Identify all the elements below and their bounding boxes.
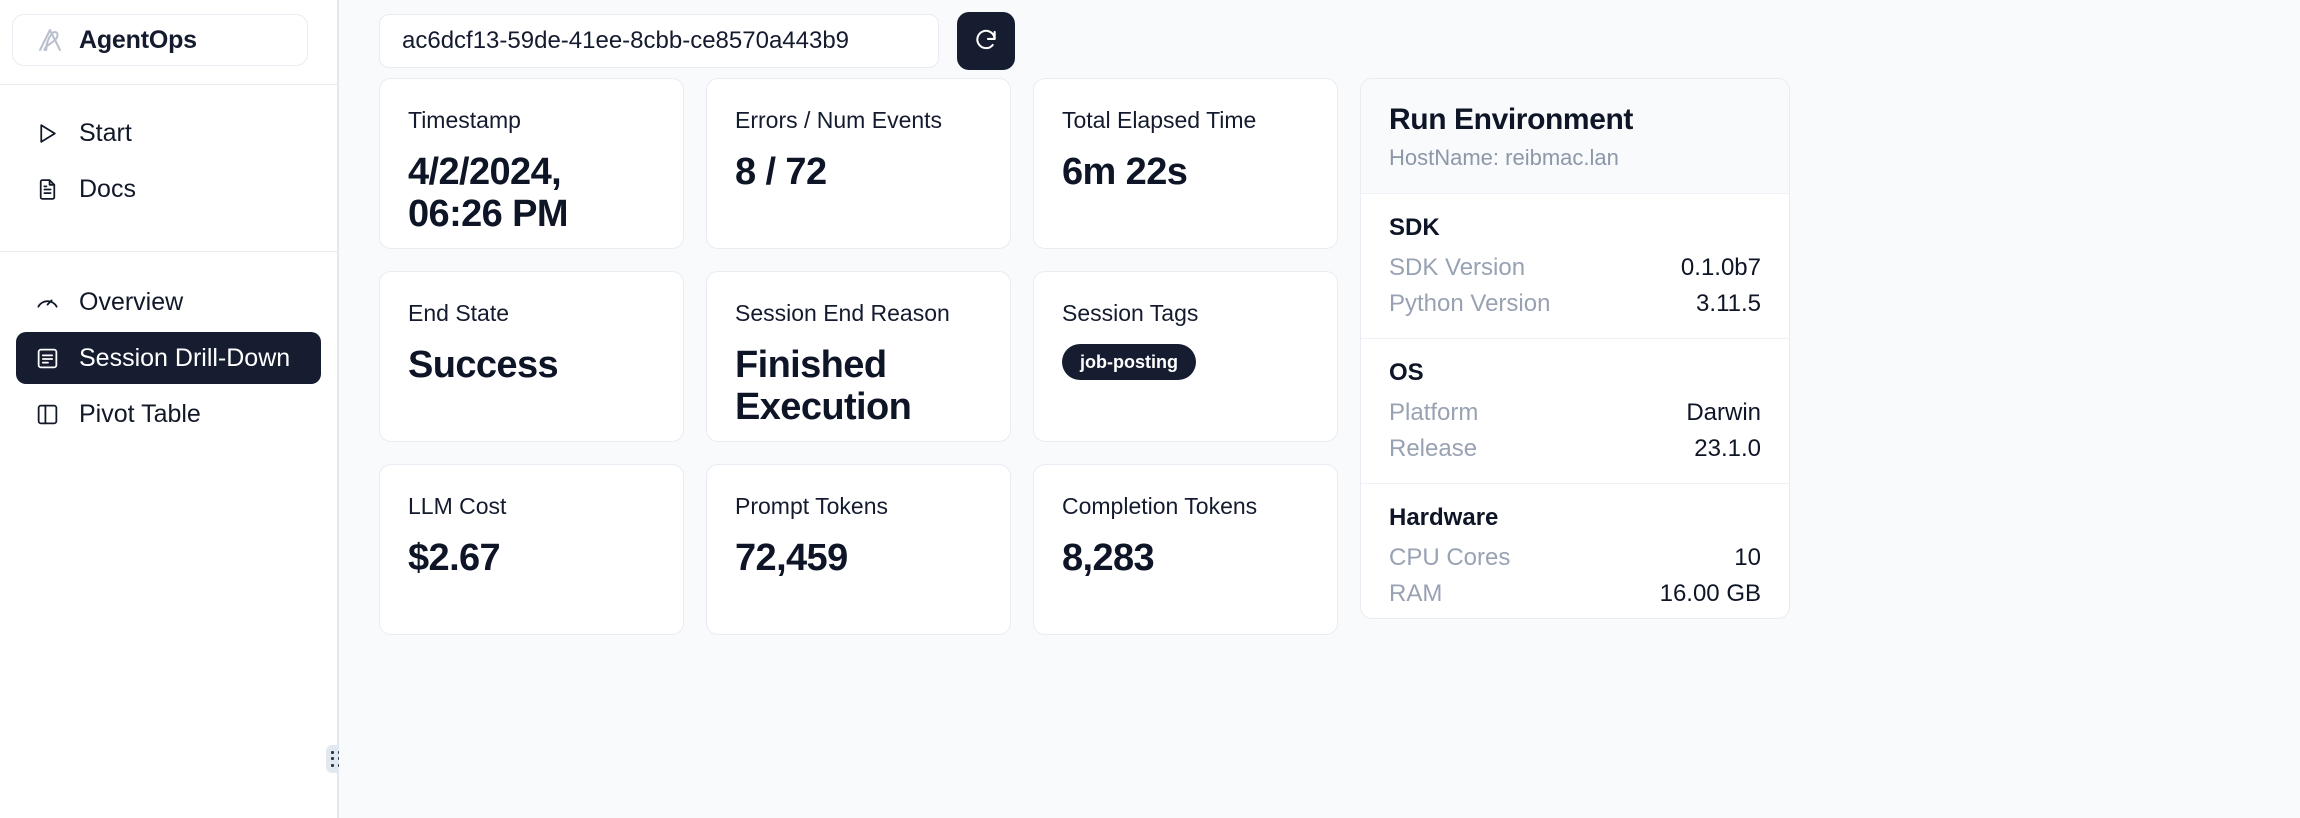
card-label: End State xyxy=(408,300,510,326)
sidebar-item-label: Overview xyxy=(79,287,184,316)
card-value: 4/2/2024, 06:26 PM xyxy=(408,150,569,236)
env-section-title: Hardware xyxy=(1389,504,1499,531)
sidebar-item-label: Pivot Table xyxy=(79,399,201,428)
env-section-os: OS Platform Darwin Release 23.1.0 xyxy=(1361,338,1789,473)
card-label: Session End Reason xyxy=(735,300,950,326)
sidebar-item-label: Start xyxy=(79,118,132,147)
card-completion-tokens: Completion Tokens 8,283 xyxy=(1033,464,1338,635)
card-label: LLM Cost xyxy=(408,493,507,519)
card-label: Timestamp xyxy=(408,107,521,133)
env-row-ram: RAM 16.00 GB xyxy=(1389,576,1761,612)
metrics-card-grid: Timestamp 4/2/2024, 06:26 PM Errors / Nu… xyxy=(379,78,1338,635)
brand-button[interactable]: AgentOps xyxy=(12,14,308,66)
env-key: SDK Version xyxy=(1389,254,1526,281)
main-content: Timestamp 4/2/2024, 06:26 PM Errors / Nu… xyxy=(339,0,2300,818)
sidebar-nav-primary: Start Docs xyxy=(0,85,337,233)
sidebar-nav-secondary: Overview Session Drill-Down xyxy=(0,252,337,458)
env-key: CPU Cores xyxy=(1389,544,1511,571)
card-value: $2.67 xyxy=(408,536,501,579)
card-errors-num-events: Errors / Num Events 8 / 72 xyxy=(706,78,1011,249)
card-label: Errors / Num Events xyxy=(735,107,943,133)
env-row-release: Release 23.1.0 xyxy=(1389,431,1761,467)
env-value: 16.00 GB xyxy=(1659,580,1761,607)
run-environment-header: Run Environment HostName: reibmac.lan xyxy=(1361,79,1789,194)
sidebar-divider-mid xyxy=(0,251,337,252)
gauge-icon xyxy=(34,289,61,316)
columns-layout-icon xyxy=(34,401,61,428)
sidebar-item-docs[interactable]: Docs xyxy=(16,163,321,215)
card-session-tags: Session Tags job-posting xyxy=(1033,271,1338,442)
env-row-sdk-version: SDK Version 0.1.0b7 xyxy=(1389,250,1761,286)
card-llm-cost: LLM Cost $2.67 xyxy=(379,464,684,635)
env-key: Platform xyxy=(1389,399,1479,426)
sidebar-item-start[interactable]: Start xyxy=(16,107,321,159)
env-section-title: OS xyxy=(1389,359,1424,386)
sidebar-item-label: Docs xyxy=(79,174,136,203)
env-value: 23.1.0 xyxy=(1694,435,1761,462)
env-row-platform: Platform Darwin xyxy=(1389,395,1761,431)
env-key: RAM xyxy=(1389,580,1443,607)
env-value: 0.1.0b7 xyxy=(1680,254,1761,281)
card-label: Completion Tokens xyxy=(1062,493,1258,519)
card-value: 8,283 xyxy=(1062,536,1155,579)
card-value: 72,459 xyxy=(735,536,848,579)
env-value: Darwin xyxy=(1686,399,1761,426)
env-section-sdk: SDK SDK Version 0.1.0b7 Python Version 3… xyxy=(1361,194,1789,328)
card-label: Total Elapsed Time xyxy=(1062,107,1257,133)
card-timestamp: Timestamp 4/2/2024, 06:26 PM xyxy=(379,78,684,249)
sidebar-item-label: Session Drill-Down xyxy=(79,343,291,372)
env-key: Release xyxy=(1389,435,1478,462)
card-label: Session Tags xyxy=(1062,300,1199,326)
refresh-button[interactable] xyxy=(957,12,1015,70)
sidebar: AgentOps Start Docs xyxy=(0,0,346,818)
page-title: Run Environment xyxy=(1389,103,1634,136)
card-label: Prompt Tokens xyxy=(735,493,888,519)
card-value: 6m 22s xyxy=(1062,150,1188,193)
agentops-logo-icon xyxy=(35,25,65,55)
hostname-label: HostName: reibmac.lan xyxy=(1389,145,1619,170)
card-value: Success xyxy=(408,343,559,386)
document-text-icon xyxy=(34,176,61,203)
tag-list: job-posting xyxy=(1062,343,1309,380)
dashboard-content: Timestamp 4/2/2024, 06:26 PM Errors / Nu… xyxy=(379,78,2280,635)
refresh-icon xyxy=(973,27,999,56)
env-section-title: SDK xyxy=(1389,214,1440,241)
session-id-input[interactable] xyxy=(379,14,939,68)
env-value: 10 xyxy=(1734,544,1761,571)
sidebar-item-pivot-table[interactable]: Pivot Table xyxy=(16,388,321,440)
brand-container: AgentOps xyxy=(0,0,337,66)
brand-name: AgentOps xyxy=(79,25,197,54)
card-session-end-reason: Session End Reason Finished Execution xyxy=(706,271,1011,442)
env-value: 3.11.5 xyxy=(1696,290,1761,317)
env-key: Python Version xyxy=(1389,290,1551,317)
card-value: 8 / 72 xyxy=(735,150,827,193)
card-value: Finished Execution xyxy=(735,343,912,429)
status-badge[interactable]: job-posting xyxy=(1062,343,1196,380)
env-row-cpu-cores: CPU Cores 10 xyxy=(1389,540,1761,576)
play-triangle-icon xyxy=(34,120,61,147)
sidebar-divider-top xyxy=(0,84,337,85)
sidebar-item-session-drill-down[interactable]: Session Drill-Down xyxy=(16,332,321,384)
card-prompt-tokens: Prompt Tokens 72,459 xyxy=(706,464,1011,635)
sidebar-item-overview[interactable]: Overview xyxy=(16,276,321,328)
run-environment-panel: Run Environment HostName: reibmac.lan SD… xyxy=(1360,78,1790,619)
card-end-state: End State Success xyxy=(379,271,684,442)
env-section-hardware: Hardware CPU Cores 10 RAM 16.00 GB xyxy=(1361,483,1789,618)
env-row-python-version: Python Version 3.11.5 xyxy=(1389,286,1761,322)
card-total-elapsed-time: Total Elapsed Time 6m 22s xyxy=(1033,78,1338,249)
toolbar xyxy=(379,0,2280,78)
list-panel-icon xyxy=(34,345,61,372)
